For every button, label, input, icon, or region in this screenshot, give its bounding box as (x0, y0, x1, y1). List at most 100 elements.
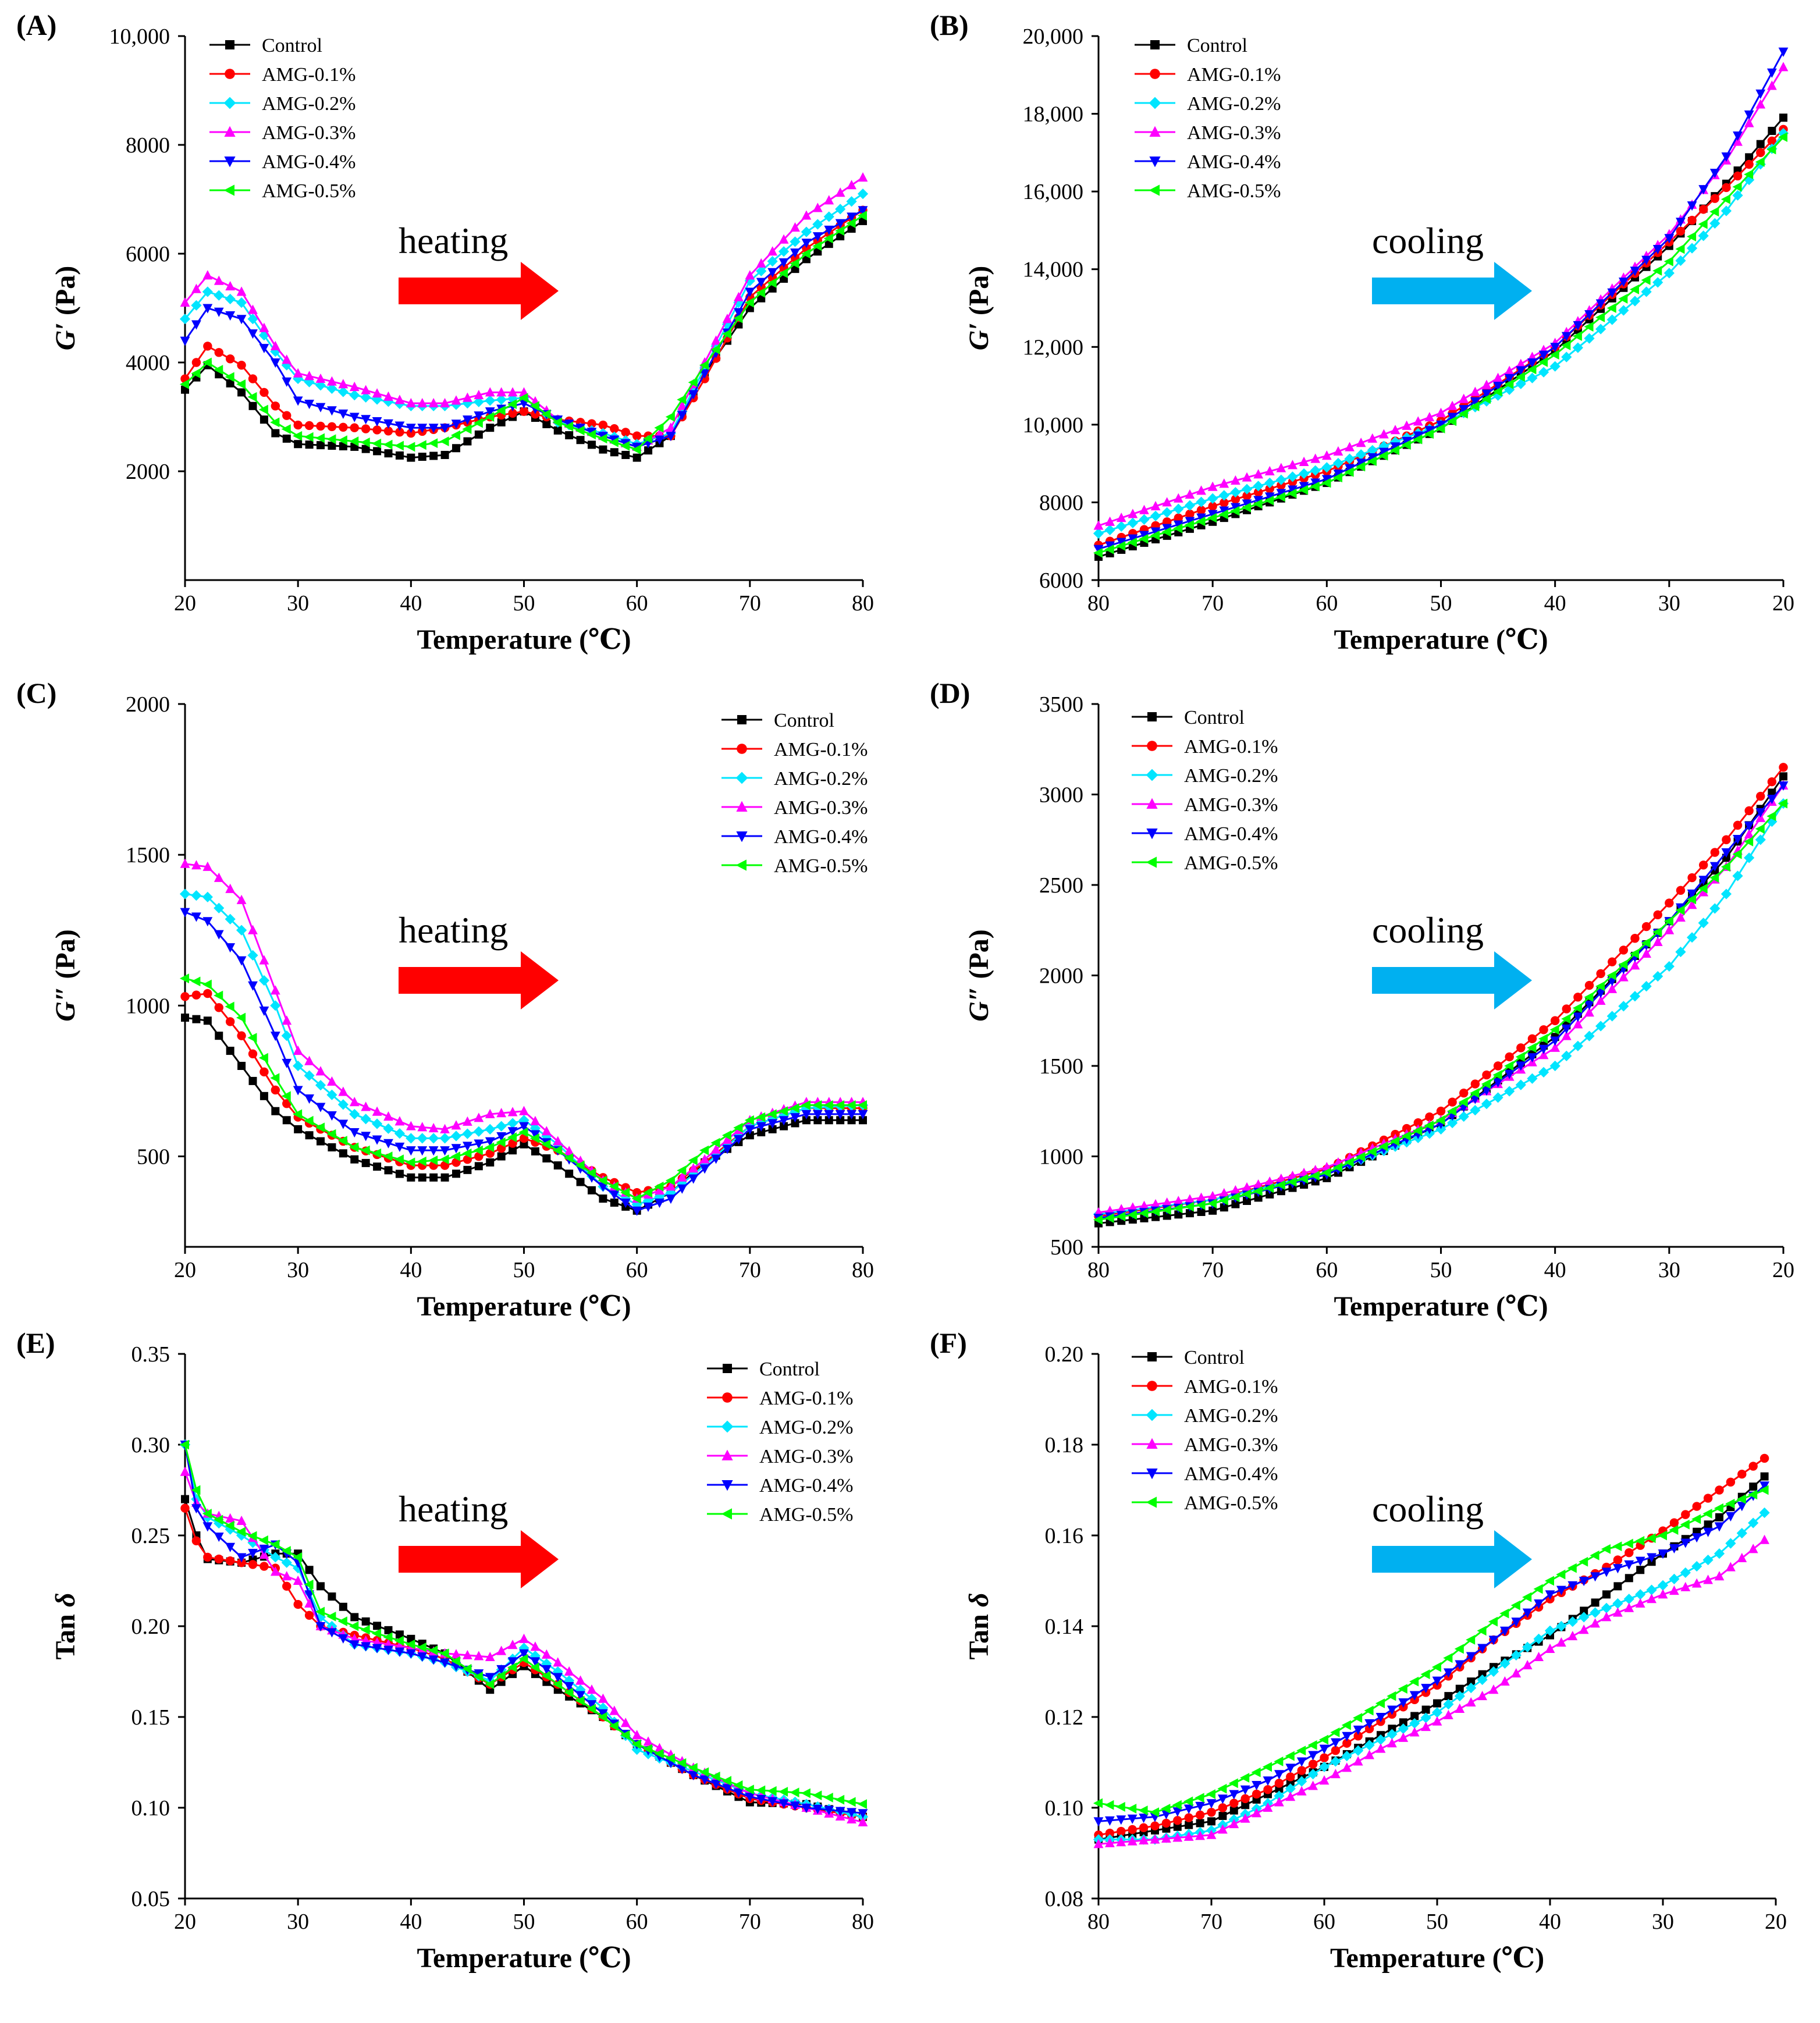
data-point (1332, 457, 1344, 469)
data-point (1749, 1482, 1758, 1491)
data-point (394, 1647, 405, 1657)
data-point (406, 428, 416, 438)
data-point (1093, 1817, 1104, 1827)
data-point (1561, 1030, 1572, 1040)
data-point (1533, 1633, 1544, 1644)
data-point (1230, 486, 1241, 498)
x-tick-label: 80 (1087, 591, 1110, 616)
data-point (214, 365, 223, 375)
data-point (463, 1649, 472, 1659)
data-point (236, 1553, 247, 1563)
y-tick-label: 1000 (126, 994, 170, 1018)
data-point (361, 424, 371, 433)
data-point (1561, 1014, 1571, 1024)
data-point (281, 424, 291, 434)
data-point (779, 1799, 789, 1809)
x-tick-label: 60 (1313, 1910, 1335, 1934)
data-point (1766, 794, 1777, 805)
data-point (304, 1579, 314, 1590)
x-tick-label: 60 (1316, 1258, 1338, 1282)
data-point (1139, 1835, 1149, 1845)
data-point (180, 297, 190, 307)
data-point (632, 453, 641, 462)
data-point (1264, 1176, 1275, 1186)
data-point (270, 1000, 281, 1011)
data-point (1240, 1773, 1250, 1783)
data-point (1310, 1171, 1320, 1181)
data-point (383, 439, 393, 450)
x-tick-label: 40 (400, 1910, 422, 1934)
data-point (688, 1174, 699, 1184)
data-point (846, 196, 857, 207)
data-point (1527, 1034, 1537, 1044)
legend-marker (224, 126, 236, 137)
data-point (1218, 1195, 1228, 1206)
data-point (1185, 517, 1195, 527)
y-tick-label: 12,000 (1023, 335, 1084, 360)
x-tick-label: 30 (1658, 591, 1680, 616)
data-point (1184, 1813, 1193, 1822)
data-point (1321, 1168, 1331, 1178)
data-point (1584, 980, 1594, 990)
data-point (790, 248, 800, 258)
data-point (315, 1080, 326, 1091)
data-point (564, 1687, 574, 1698)
y-axis-label: G″ (Pa) (50, 929, 81, 1021)
cooling-label: cooling (1372, 220, 1484, 261)
data-point (315, 380, 326, 391)
data-point (496, 1670, 506, 1681)
data-point (473, 396, 484, 407)
data-point (1139, 514, 1150, 525)
data-point (812, 241, 822, 251)
data-point (778, 246, 790, 257)
series-line (184, 893, 863, 1206)
data-point (586, 429, 596, 440)
data-point (1375, 1743, 1386, 1753)
data-point (496, 1121, 507, 1132)
data-point (417, 1122, 428, 1132)
data-point (496, 1137, 506, 1147)
data-point (349, 413, 360, 422)
data-point (349, 381, 360, 392)
data-point (1652, 970, 1663, 982)
legend-marker (737, 744, 747, 754)
data-point (643, 1202, 653, 1212)
data-point (552, 1145, 562, 1156)
data-point (1623, 1538, 1633, 1549)
data-point (542, 1154, 551, 1162)
data-point (293, 368, 303, 378)
data-point (1231, 495, 1240, 504)
data-point (1139, 1208, 1149, 1218)
data-point (1342, 1732, 1352, 1741)
data-point (372, 1135, 382, 1145)
data-point (1584, 310, 1594, 320)
data-point (327, 1628, 337, 1638)
data-point (202, 270, 213, 280)
data-point (1591, 1598, 1599, 1607)
data-point (1590, 1572, 1600, 1582)
data-point (1240, 1813, 1250, 1823)
data-point (1698, 861, 1708, 870)
data-point (1721, 152, 1732, 162)
data-point (293, 1552, 303, 1562)
data-point (270, 1552, 281, 1563)
data-point (835, 1794, 845, 1805)
data-point (823, 211, 834, 222)
data-point (767, 1797, 778, 1807)
y-tick-label: 500 (137, 1145, 170, 1169)
data-point (1522, 1641, 1533, 1652)
data-point (677, 394, 687, 405)
data-point (655, 1198, 664, 1208)
data-point (1458, 1097, 1468, 1107)
data-point (699, 1767, 709, 1777)
data-point (282, 1116, 291, 1125)
data-point (1630, 934, 1640, 943)
data-point (1744, 852, 1755, 863)
data-point (485, 1651, 495, 1662)
data-point (1331, 1769, 1341, 1779)
data-point (225, 1556, 235, 1566)
data-point (474, 1651, 484, 1661)
data-point (1206, 1829, 1217, 1839)
series-5 (179, 973, 867, 1204)
